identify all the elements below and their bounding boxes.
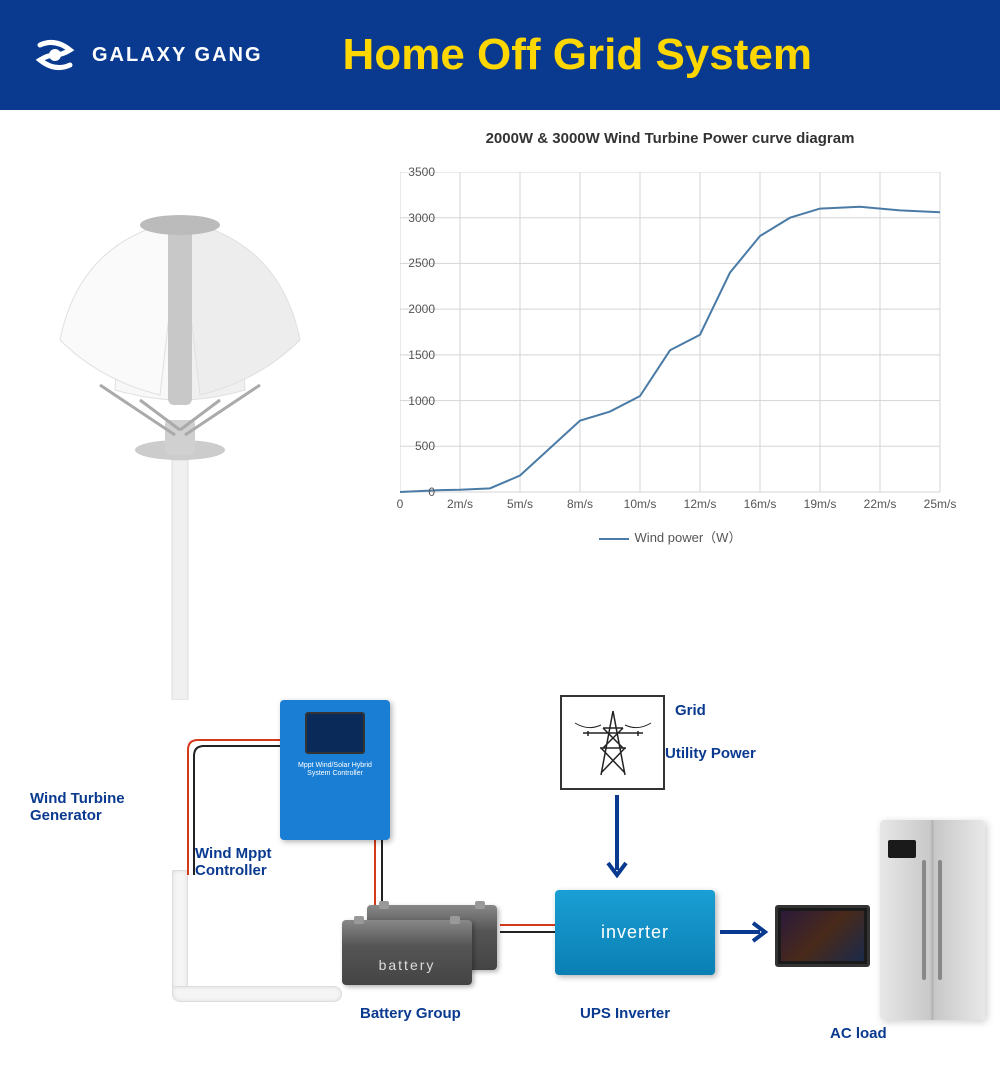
- y-tick-label: 3500: [408, 165, 435, 179]
- mppt-device-text: Mppt Wind/Solar Hybrid System Controller: [288, 762, 382, 779]
- chart-plot-area: 0500100015002000250030003500 02m/s5m/s8m…: [400, 172, 980, 492]
- content-area: 2000W & 3000W Wind Turbine Power curve d…: [0, 110, 1000, 1000]
- inverter-text: inverter: [601, 922, 669, 943]
- x-tick-label: 10m/s: [624, 497, 657, 511]
- legend-label: Wind power（W）: [635, 530, 742, 545]
- x-tick-label: 16m/s: [744, 497, 777, 511]
- chart-svg: [400, 172, 980, 512]
- x-tick-label: 5m/s: [507, 497, 533, 511]
- chart-title: 2000W & 3000W Wind Turbine Power curve d…: [360, 130, 980, 147]
- grid-label: Grid: [675, 702, 706, 719]
- mppt-screen: [305, 712, 365, 754]
- grid-to-inverter-arrow: [605, 795, 635, 890]
- legend-line-icon: [599, 538, 629, 540]
- brand-name: GALAXY GANG: [92, 44, 263, 67]
- brand-logo: GALAXY GANG: [30, 30, 263, 80]
- grid-tower-image: [560, 695, 665, 790]
- x-tick-label: 12m/s: [684, 497, 717, 511]
- x-tick-label: 22m/s: [864, 497, 897, 511]
- y-tick-label: 1500: [408, 348, 435, 362]
- y-tick-label: 2000: [408, 302, 435, 316]
- wind-turbine-image: [20, 140, 340, 700]
- fridge-appliance: [880, 820, 985, 1020]
- y-tick-label: 3000: [408, 211, 435, 225]
- turbine-label: Wind Turbine Generator: [30, 790, 150, 824]
- battery-text: battery: [342, 957, 472, 973]
- system-diagram: Wind Turbine Generator Mppt Wind/Solar H…: [0, 690, 1000, 1090]
- page-title: Home Off Grid System: [343, 30, 812, 80]
- x-tick-label: 2m/s: [447, 497, 473, 511]
- x-tick-label: 0: [397, 497, 404, 511]
- power-curve-chart: 2000W & 3000W Wind Turbine Power curve d…: [360, 130, 980, 550]
- y-tick-label: 0: [428, 485, 435, 499]
- galaxy-logo-icon: [30, 30, 80, 80]
- x-tick-label: 8m/s: [567, 497, 593, 511]
- mppt-controller-device: Mppt Wind/Solar Hybrid System Controller: [280, 700, 390, 840]
- battery-group-label: Battery Group: [360, 1005, 461, 1022]
- utility-label: Utility Power: [665, 745, 756, 762]
- ac-load-label: AC load: [830, 1025, 887, 1042]
- y-tick-label: 1000: [408, 394, 435, 408]
- transmission-tower-icon: [573, 703, 653, 783]
- battery-front: battery: [342, 920, 472, 985]
- mppt-label: Wind Mppt Controller: [195, 845, 285, 879]
- inverter-to-load-arrow: [720, 920, 778, 950]
- inverter-device: inverter: [555, 890, 715, 975]
- x-tick-label: 25m/s: [924, 497, 957, 511]
- x-tick-label: 19m/s: [804, 497, 837, 511]
- battery-group-image: battery: [342, 905, 502, 985]
- chart-legend: Wind power（W）: [360, 527, 980, 546]
- tv-appliance: [775, 905, 870, 967]
- header-bar: GALAXY GANG Home Off Grid System: [0, 0, 1000, 110]
- y-tick-label: 2500: [408, 256, 435, 270]
- y-tick-label: 500: [415, 439, 435, 453]
- inverter-label: UPS Inverter: [580, 1005, 670, 1022]
